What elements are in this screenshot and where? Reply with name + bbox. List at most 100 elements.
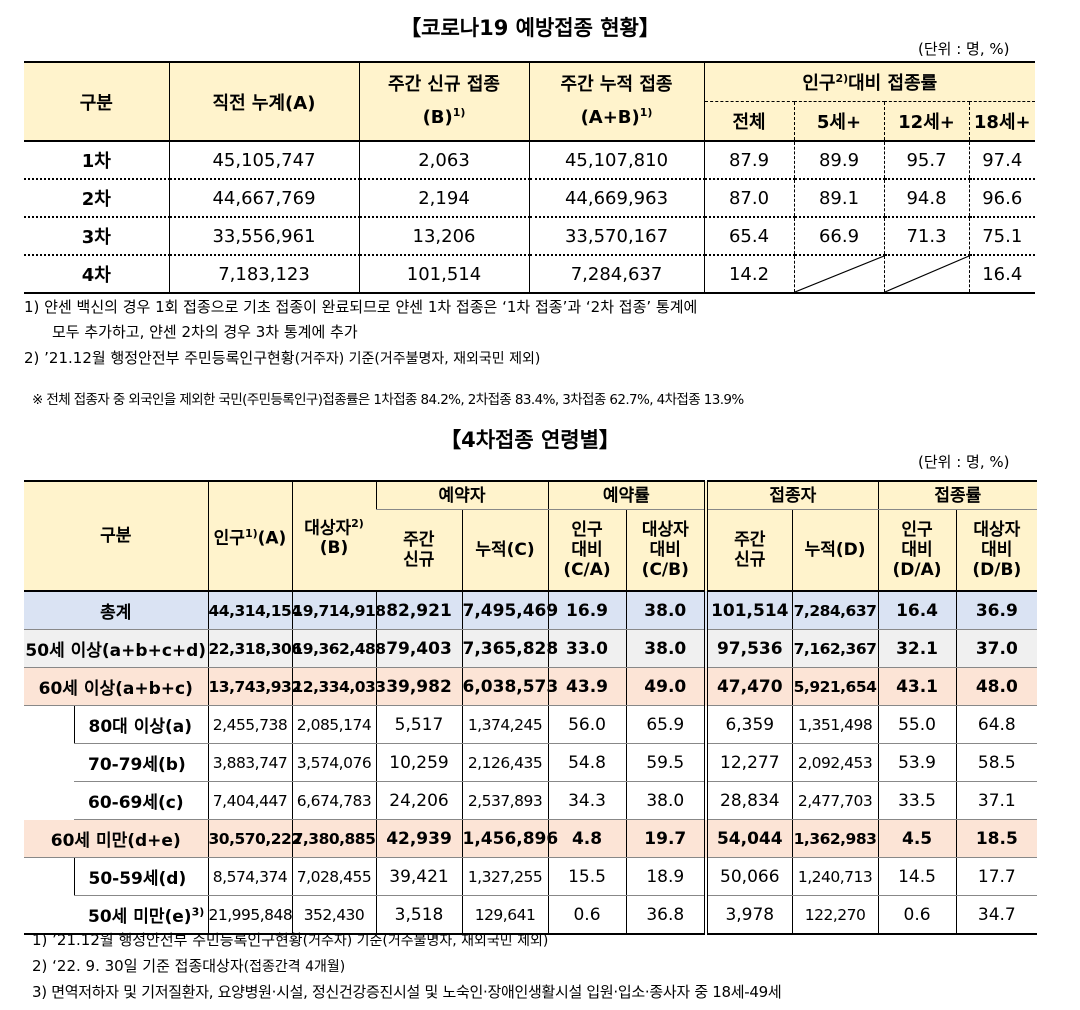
cell-res-cum: 1,456,896 [461,819,558,858]
cell-res-ca: 56.0 [547,705,627,744]
cell-not-applicable [793,255,884,293]
header-5plus: 5세+ [793,101,884,142]
cell-prev: 45,105,747 [168,141,359,180]
table-row: 60세 미만(d+e) 30,570,222 7,380,885 42,939 … [24,819,1038,858]
footnote-note: ※ 전체 접종자 중 외국인을 제외한 국민(주민등록인구)접종률은 1차접종 … [32,392,744,408]
cell-new: 2,194 [358,179,529,218]
header-cb: (C/B) [641,560,689,580]
cell-tgt: 2,085,174 [291,705,376,744]
diagonal-slash [794,256,884,292]
header-ca: (C/A) [563,560,611,580]
cell-res-weekly: 39,421 [375,857,462,896]
header-weekly-new-l1: 주간 신규 접종 [388,74,500,95]
header-res-cum: 누적(C) [461,509,549,592]
table-row: 4차 7,183,123 101,514 7,284,637 14.2 16.4 [24,255,1036,293]
cell-tgt: 19,714,918 [291,591,386,630]
cell-res-cb: 65.9 [625,705,707,744]
cell-res-cum: 7,495,469 [461,591,558,630]
row-label: 70-79세(b) [74,743,208,782]
footnote2-2a: 2) ‘22. 9. 30일 기준 접종대상자 [32,957,244,975]
cell-tgt: 7,380,885 [291,819,376,858]
footnote-mark: 2) [835,72,849,85]
footnote-mark: 1) [244,526,258,540]
cell-vac-da: 14.5 [877,857,957,896]
footnote-1b: 모두 추가하고, 얀센 2차의 경우 3차 통계에 추가 [52,323,358,341]
cell-res-cb: 38.0 [625,591,707,630]
cell-vac-db: 64.8 [955,705,1038,744]
header-pop-post: (A) [257,528,287,549]
cell-res-ca: 34.3 [547,781,627,820]
footnote-mark: 1) [639,106,653,119]
header-popr-l2: 대비 [571,540,603,560]
row-label-text: 50세 미만(e) [88,907,192,927]
cell-vac-weekly: 12,277 [704,743,793,782]
header-tgtr-l1: 대상자 [641,520,689,540]
cell-tgt: 6,674,783 [291,781,376,820]
header-vac-weekly: 주간 신규 [704,509,793,592]
cell-pop: 22,318,306 [207,629,302,668]
header-18plus: 18세+ [968,101,1036,142]
header-target: 대상자2) (B) [291,481,376,592]
header-vaccinated: 접종자 [704,481,879,510]
cell-vac-weekly: 6,359 [704,705,793,744]
cell-vac-db: 34.7 [955,895,1038,935]
cell-cum: 45,107,810 [528,141,704,180]
cell-res-cum: 7,365,828 [461,629,558,668]
cell-res-cum: 2,126,435 [461,743,549,782]
header-weekly-new-l2: (B) [422,107,453,128]
table-row: 50-59세(d) 8,574,374 7,028,455 39,421 1,3… [24,857,1038,934]
footnote-mark: 3) [191,905,205,919]
header-weekly-cum-l2: (A+B) [580,107,640,128]
cell-vac-weekly: 3,978 [704,895,793,935]
cell-tgt: 12,334,033 [291,667,386,706]
header-rate-post: 대비 접종률 [848,73,938,94]
header-res-tgt-rate: 대상자 대비 (C/B) [625,509,707,592]
cell-res-weekly: 5,517 [375,705,462,744]
cell-18plus: 75.1 [968,217,1036,256]
cell-res-ca: 16.9 [547,591,627,630]
cell-res-cb: 36.8 [625,895,707,935]
cell-pop: 8,574,374 [207,857,292,896]
indent-blank [24,857,74,934]
row-label: 총계 [24,591,208,630]
footnote-2b: (거주자) 기준(거주불명자, 재외국민 제외) [294,351,541,367]
cell-vac-cum: 122,270 [791,895,879,935]
cell-res-cb: 59.5 [625,743,707,782]
cell-vac-db: 17.7 [955,857,1038,896]
cell-res-cb: 38.0 [625,781,707,820]
cell-res-ca: 54.8 [547,743,627,782]
cell-vac-weekly: 47,470 [704,667,793,706]
cell-5plus: 89.9 [793,141,884,180]
cell-pop: 7,404,447 [207,781,292,820]
header-weekly-l1: 주간 [734,530,766,550]
footnote2-1a: 1) ’21.12월 행정안전부 주민등록인구현황 [32,931,303,949]
footnote-2: 2) ’21.12월 행정안전부 주민등록인구현황(거주자) 기준(거주불명자,… [24,346,540,371]
footnote-1a: 1) 얀센 백신의 경우 1회 접종으로 기초 접종이 완료되므로 얀센 1차 … [24,298,698,316]
cell-18plus: 96.6 [968,179,1036,218]
cell-vac-cum: 2,477,703 [791,781,879,820]
footnote2-2: 2) ‘22. 9. 30일 기준 접종대상자(접종간격 4개월) [32,954,345,979]
table-row: 80대 이상(a) 2,455,738 2,085,174 5,517 1,37… [24,705,1038,820]
cell-prev: 7,183,123 [168,255,359,293]
cell-all: 65.4 [703,217,794,256]
cell-vac-cum: 1,362,983 [791,819,879,858]
cell-res-cb: 18.9 [625,857,707,896]
cell-cum: 44,669,963 [528,179,704,218]
footnote-mark: 1) [452,106,466,119]
title-4th-dose-by-age: 【4차접종 연령별】 [440,428,620,452]
row-label: 60-69세(c) [74,781,208,820]
cell-cum: 7,284,637 [528,255,704,293]
header-all: 전체 [703,101,794,142]
header-reservation-rate: 예약률 [547,481,707,510]
cell-vac-db: 36.9 [955,591,1038,630]
cell-cum: 33,570,167 [528,217,704,256]
cell-new: 13,206 [358,217,529,256]
table-row: 50세 미만(e)3) 21,995,848 352,430 3,518 129… [24,895,1038,935]
cell-vac-weekly: 97,536 [704,629,793,668]
cell-12plus: 71.3 [883,217,969,256]
footnote-mark: 2) [351,516,364,530]
cell-all: 87.9 [703,141,794,180]
cell-res-ca: 0.6 [547,895,627,935]
header-vac-cum: 누적(D) [791,509,879,592]
table-row: 2차 44,667,769 2,194 44,669,963 87.0 89.1… [24,179,1036,218]
